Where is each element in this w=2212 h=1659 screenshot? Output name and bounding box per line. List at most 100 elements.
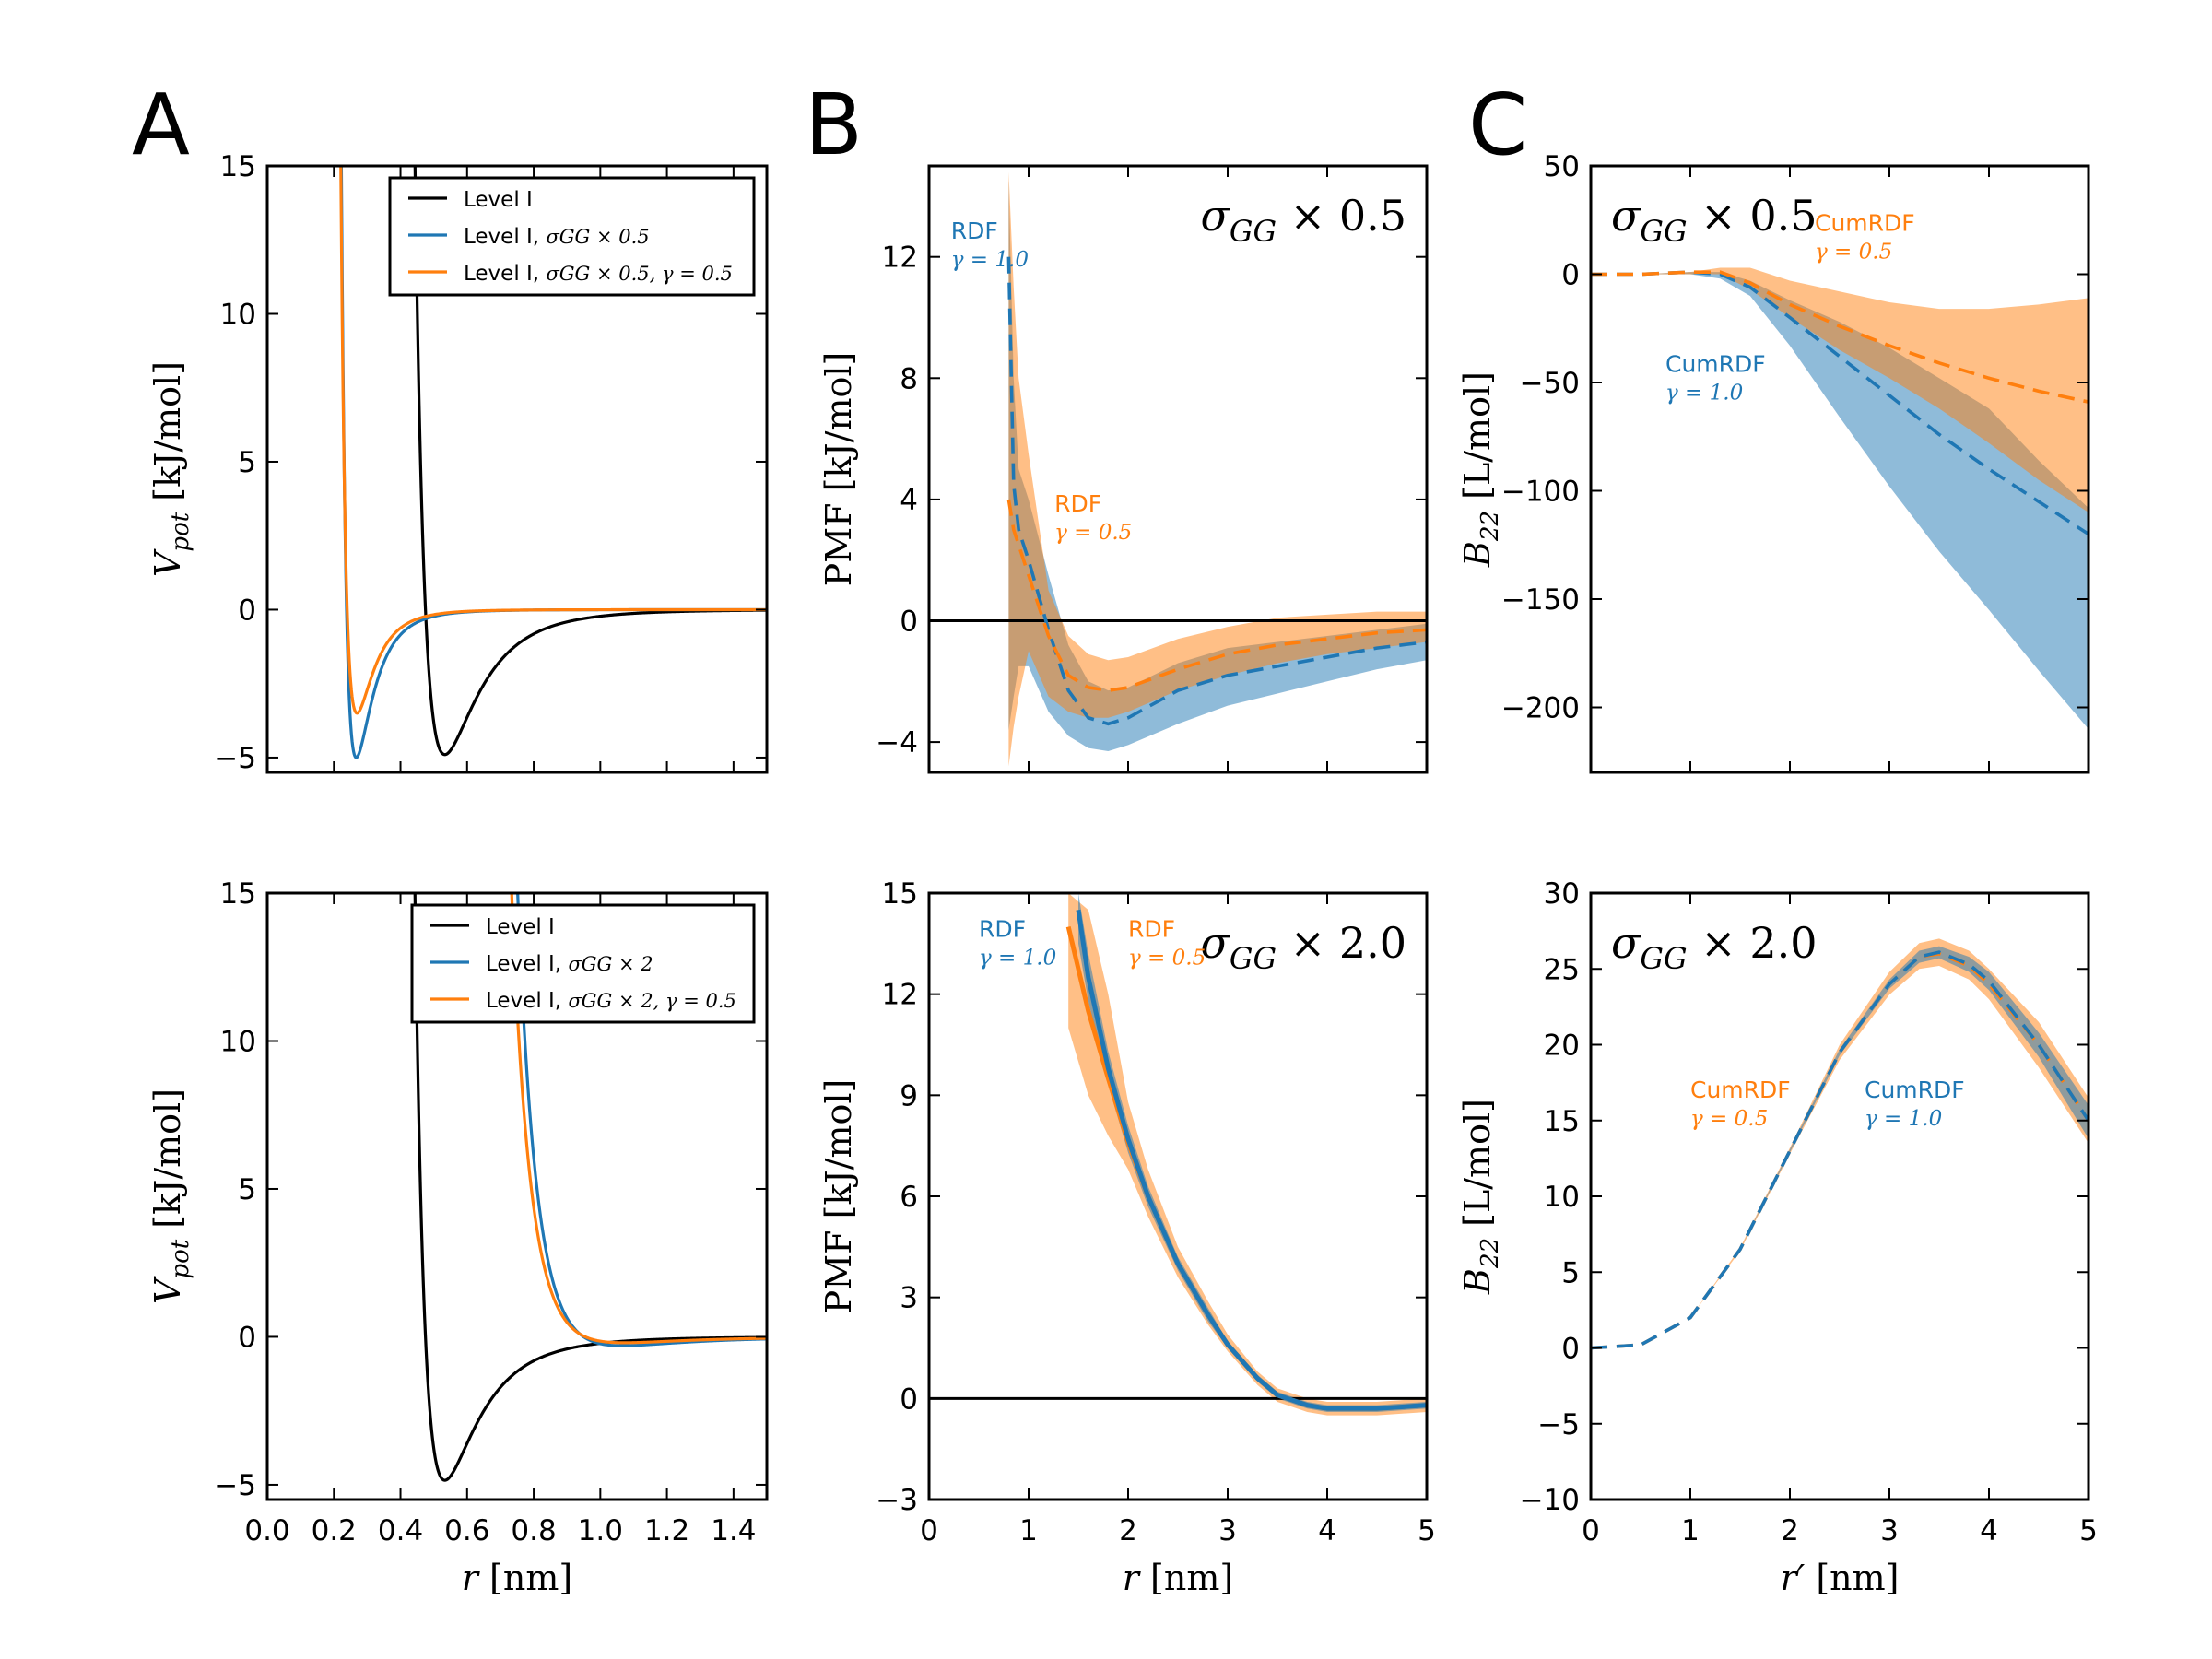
- x-tick-label: 0: [920, 1514, 938, 1547]
- x-tick-label: 0: [1582, 1514, 1600, 1547]
- y-axis-label-subscript: 22: [1477, 1238, 1504, 1269]
- legend-entry: Level I, σGG × 0.5: [464, 225, 650, 249]
- x-tick-label: 1.4: [711, 1514, 756, 1547]
- y-tick-label: 12: [882, 979, 918, 1012]
- y-axis-label: Vpot [kJ/mol]: [147, 361, 194, 577]
- x-tick-label: 2: [1119, 1514, 1137, 1547]
- x-tick-label: 0.6: [444, 1514, 489, 1547]
- series-line: [1076, 909, 1427, 1411]
- legend-entry-text: Level I,: [486, 952, 568, 976]
- legend-entry-math: σGG × 2, γ = 0.5: [568, 990, 735, 1012]
- series-line: [413, 893, 767, 1482]
- y-axis-label-text: PMF [kJ/mol]: [818, 352, 859, 587]
- plot-area: [339, 166, 767, 759]
- sigma-symbol: σ: [1201, 918, 1231, 968]
- plot-area: [929, 171, 1427, 767]
- series-annotation: CumRDF: [1665, 350, 1766, 377]
- axes-frame: [1589, 164, 2090, 774]
- x-tick-label: 1: [1019, 1514, 1038, 1547]
- y-tick-label: 15: [1544, 1105, 1580, 1138]
- x-tick-label: 0.4: [378, 1514, 423, 1547]
- y-tick-label: 9: [900, 1079, 918, 1112]
- x-axis-label-var: r: [462, 1558, 481, 1598]
- y-tick-label: 0: [900, 1382, 918, 1416]
- series-annotation: RDF: [1128, 916, 1175, 943]
- y-tick-label: −5: [214, 1469, 256, 1502]
- series-line: [510, 893, 767, 1345]
- legend-entry-text: Level I: [486, 915, 555, 939]
- y-tick-label: 0: [238, 594, 256, 627]
- sigma-scale-label: σGG × 2.0: [1201, 918, 1406, 976]
- y-tick-label: 50: [1544, 150, 1580, 183]
- y-axis-label-subscript: pot: [167, 512, 194, 551]
- chart-a-top: −5 0 5 10 15 Vpot [kJ/mol] Level I Level I, σGG…: [147, 150, 769, 775]
- y-tick-label: 0: [900, 606, 918, 639]
- sigma-symbol: σ: [1611, 918, 1641, 968]
- sigma-symbol: σ: [1201, 191, 1231, 241]
- sigma-subscript: GG: [1640, 214, 1687, 249]
- series-annotation-gamma: γ = 1.0: [1665, 381, 1743, 405]
- legend-entry: Level I, σGG × 2: [486, 952, 653, 976]
- x-axis-label: r [nm]: [1123, 1558, 1233, 1598]
- legend-entry-math: σGG × 0.5: [546, 226, 649, 248]
- series-line: [1591, 950, 2088, 1350]
- x-tick-label: 3: [1880, 1514, 1899, 1547]
- x-tick-label: 5: [1418, 1514, 1436, 1547]
- y-tick-label: 15: [882, 877, 918, 911]
- y-tick-label: −100: [1501, 476, 1580, 509]
- sigma-subscript: GG: [1230, 214, 1277, 249]
- y-tick-label: 0: [238, 1321, 256, 1354]
- y-tick-label: 15: [220, 150, 256, 183]
- y-axis-label-symbol: B: [1457, 541, 1498, 568]
- y-axis-label-unit: [kJ/mol]: [147, 361, 188, 512]
- plot-area: [1591, 938, 2088, 1350]
- series-annotation: CumRDF: [1865, 1077, 1965, 1103]
- sigma-subscript: GG: [1640, 941, 1687, 976]
- plot-area: [929, 893, 1427, 1416]
- panel-letter-c: C: [1468, 76, 1527, 174]
- y-tick-label: 25: [1544, 953, 1580, 986]
- y-tick-label: −3: [876, 1484, 918, 1517]
- legend-entry: Level I, σGG × 2, γ = 0.5: [486, 989, 736, 1013]
- series-line: [1006, 499, 1427, 692]
- y-axis-label: Vpot [kJ/mol]: [147, 1088, 194, 1304]
- legend-entry-text: Level I: [464, 188, 533, 212]
- y-axis-label: B22 [L/mol]: [1457, 1099, 1504, 1295]
- y-axis-label-unit: [L/mol]: [1457, 371, 1498, 511]
- x-axis-label-var: r′: [1780, 1558, 1805, 1598]
- panel-letter-b: B: [805, 76, 863, 174]
- x-tick-label: 0.8: [511, 1514, 556, 1547]
- series-annotation-gamma: γ = 0.5: [1128, 947, 1206, 971]
- x-tick-label: 0.2: [312, 1514, 357, 1547]
- y-axis-label-symbol: V: [147, 548, 188, 577]
- sigma-subscript: GG: [1230, 941, 1277, 976]
- legend-entry-text: Level I,: [464, 262, 546, 286]
- series-annotation: CumRDF: [1815, 210, 1915, 237]
- legend-entry-text: Level I,: [486, 989, 568, 1013]
- series-line: [413, 166, 767, 757]
- x-tick-label: 1: [1681, 1514, 1700, 1547]
- y-axis-label-symbol: V: [147, 1276, 188, 1304]
- series-annotation: RDF: [1054, 490, 1101, 517]
- chart-a-bottom: −5 0 5 10 15 0.0 0.2 0.4 0.6 0.8 1.0 1.2 1.4 r [nm] Vp…: [147, 877, 769, 1598]
- panel-letter-a: A: [132, 76, 190, 174]
- series-annotation-gamma: γ = 1.0: [979, 947, 1056, 971]
- x-axis-label-var: r: [1123, 1558, 1142, 1598]
- confidence-band: [1591, 267, 2088, 512]
- series-annotation-gamma: γ = 1.0: [1865, 1107, 1942, 1131]
- x-axis-label-unit: [nm]: [1805, 1558, 1899, 1598]
- y-tick-label: 6: [900, 1181, 918, 1214]
- series-annotation-gamma: γ = 1.0: [951, 248, 1029, 272]
- y-axis-label-unit: [L/mol]: [1457, 1099, 1498, 1238]
- y-tick-label: 10: [1544, 1181, 1580, 1214]
- series-annotation: RDF: [951, 218, 998, 244]
- axes-frame: [927, 164, 1429, 774]
- y-axis-label: B22 [L/mol]: [1457, 371, 1504, 568]
- x-tick-label: 4: [1318, 1514, 1336, 1547]
- y-axis-label-subscript: 22: [1477, 511, 1504, 542]
- y-tick-label: −10: [1520, 1484, 1580, 1517]
- series-annotation: RDF: [979, 916, 1026, 943]
- series-line: [1006, 256, 1427, 726]
